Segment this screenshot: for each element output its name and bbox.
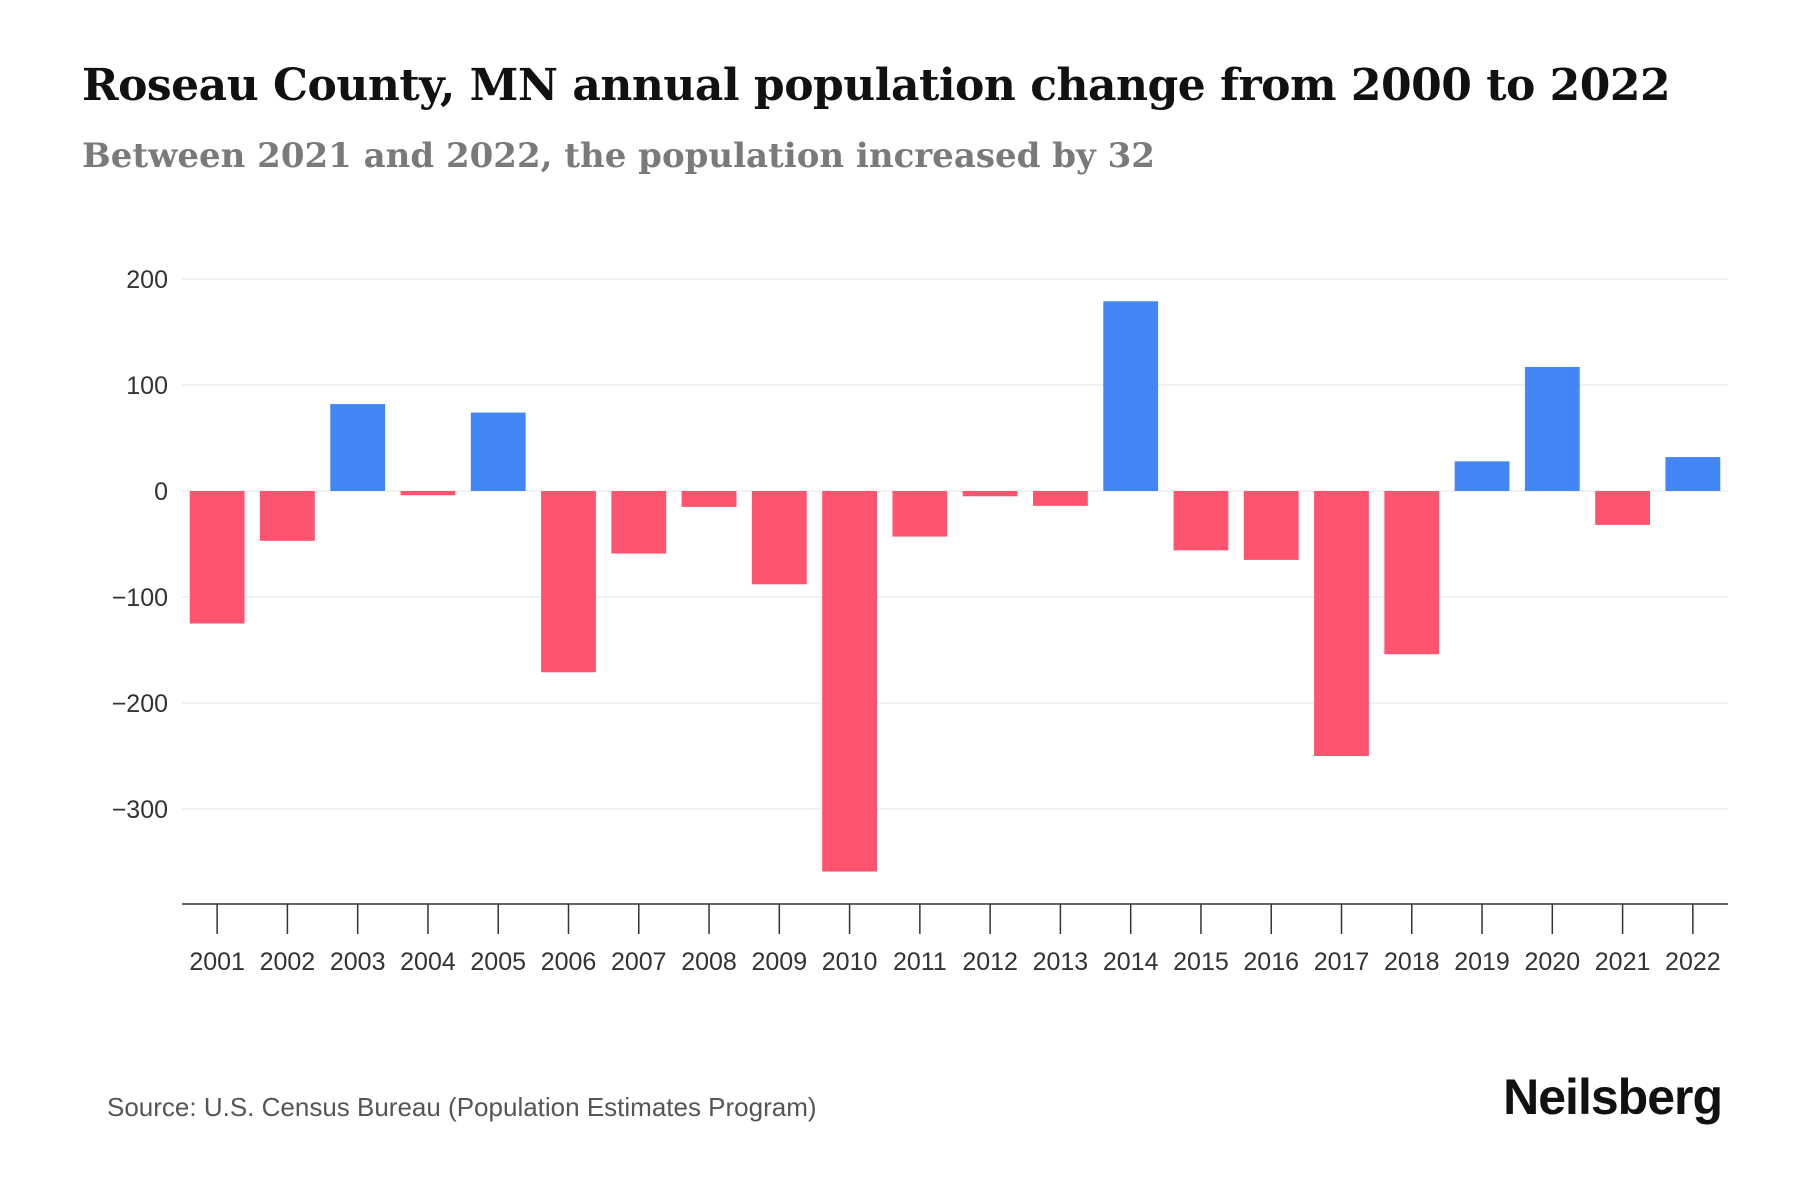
- bar-2006: [541, 491, 596, 673]
- y-tick-label: −300: [112, 796, 168, 824]
- y-tick-label: 0: [154, 478, 168, 506]
- x-tick-label: 2020: [1525, 948, 1581, 976]
- bar-2010: [822, 491, 877, 872]
- y-tick-label: −100: [112, 584, 168, 612]
- x-tick-label: 2018: [1384, 948, 1440, 976]
- x-tick-label: 2014: [1103, 948, 1159, 976]
- bar-2017: [1314, 491, 1369, 756]
- x-tick-label: 2010: [822, 948, 878, 976]
- x-tick-label: 2022: [1665, 948, 1721, 976]
- x-tick-label: 2013: [1033, 948, 1089, 976]
- x-tick-label: 2003: [330, 948, 386, 976]
- y-tick-label: 200: [126, 266, 168, 294]
- bar-2011: [892, 491, 948, 537]
- bar-2008: [681, 491, 737, 507]
- x-tick-label: 2002: [260, 948, 316, 976]
- bar-2019: [1454, 461, 1510, 491]
- bar-2012: [962, 491, 1018, 497]
- x-tick-label: 2021: [1595, 948, 1651, 976]
- x-tick-label: 2001: [189, 948, 245, 976]
- bar-2014: [1103, 301, 1159, 491]
- x-tick-label: 2016: [1243, 948, 1299, 976]
- bar-2021: [1595, 491, 1650, 525]
- bar-2016: [1243, 491, 1299, 560]
- y-tick-label: −200: [112, 690, 168, 718]
- bar-2009: [751, 491, 807, 585]
- bar-2020: [1524, 366, 1580, 491]
- bar-2004: [400, 491, 456, 496]
- bar-2018: [1384, 491, 1440, 655]
- x-tick-label: 2005: [470, 948, 526, 976]
- x-tick-label: 2007: [611, 948, 667, 976]
- chart-title: Roseau County, MN annual population chan…: [82, 60, 1671, 111]
- x-tick-label: 2004: [400, 948, 456, 976]
- bar-2013: [1033, 491, 1088, 506]
- y-axis-ticks: 200 100 0 −100 −200 −300: [112, 266, 168, 824]
- y-tick-label: 100: [126, 372, 168, 400]
- x-tick-label: 2012: [962, 948, 1018, 976]
- bar-2007: [611, 491, 667, 554]
- bar-2003: [330, 404, 386, 491]
- x-tick-label: 2011: [893, 948, 947, 976]
- brand-logo: Neilsberg: [1503, 1069, 1723, 1125]
- bar-2002: [260, 491, 315, 541]
- bar-2005: [470, 412, 526, 491]
- chart-subtitle: Between 2021 and 2022, the population in…: [82, 136, 1155, 176]
- x-tick-label: 2006: [541, 948, 597, 976]
- x-tick-label: 2008: [681, 948, 737, 976]
- gridlines: [182, 278, 1728, 810]
- x-tick-label: 2019: [1454, 948, 1510, 976]
- x-axis: 2001 2002 2003 2004 2005 2006 2007 2008 2009 2010…: [182, 903, 1728, 976]
- bars: [189, 301, 1721, 872]
- bar-2022: [1665, 457, 1721, 491]
- source-note: Source: U.S. Census Bureau (Population E…: [107, 1092, 817, 1122]
- x-tick-label: 2009: [752, 948, 808, 976]
- bar-2001: [189, 491, 245, 624]
- bar-2015: [1173, 491, 1229, 551]
- x-tick-label: 2015: [1173, 948, 1229, 976]
- x-tick-label: 2017: [1314, 948, 1370, 976]
